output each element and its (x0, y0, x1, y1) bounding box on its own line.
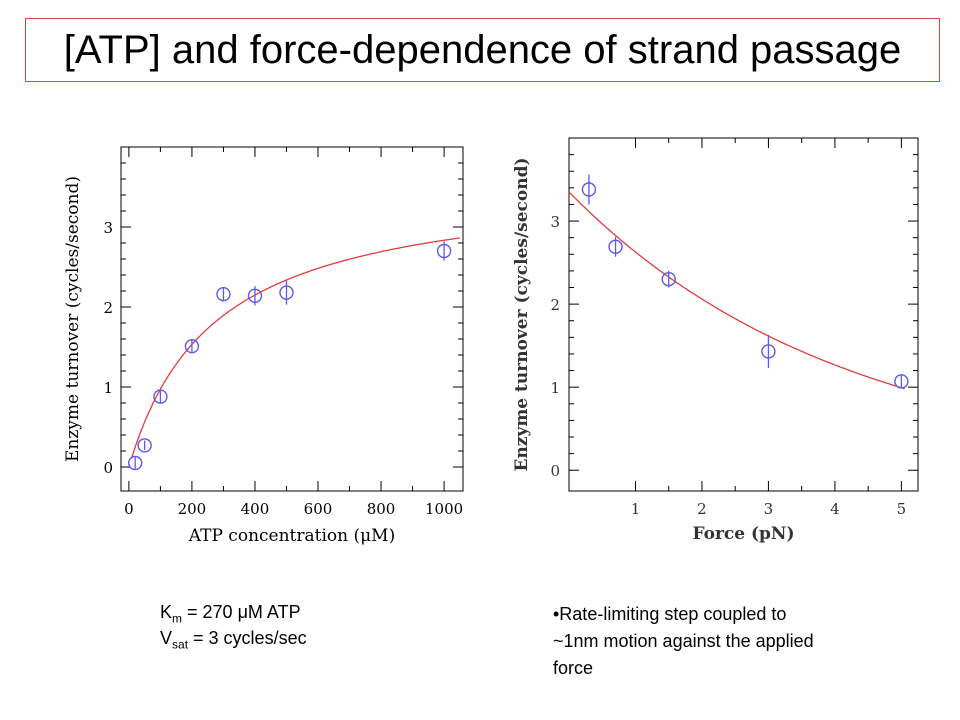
mechanism-note-line-2: ~1nm motion against the applied (553, 631, 814, 651)
y-tick-label: 1 (103, 379, 113, 397)
y-tick-label: 3 (550, 213, 560, 231)
y-tick-label: 3 (103, 219, 113, 237)
force-chart: 1 2 3 4 5 0 1 2 3 Force (pN) Enzyme turnover (cy… (512, 137, 919, 544)
atp-y-axis-label: Enzyme turnover (cycles/second) (63, 176, 83, 462)
force-chart-frame (568, 137, 919, 492)
y-tick-label: 0 (103, 459, 113, 477)
x-tick-label: 200 (178, 500, 207, 518)
data-point (153, 389, 168, 404)
data-point (661, 272, 676, 287)
data-point (894, 374, 909, 389)
data-point (761, 344, 776, 359)
y-tick-label: 1 (550, 379, 560, 397)
km-symbol: K (160, 602, 173, 622)
x-tick-label: 1000 (425, 500, 463, 518)
x-tick-label: 3 (764, 500, 774, 518)
vsat-value: = 3 cycles/sec (188, 628, 307, 648)
y-tick-label: 2 (550, 296, 560, 314)
data-point (581, 182, 597, 197)
force-fit-curve (568, 191, 905, 390)
atp-chart-tick-labels: 0 200 400 600 800 1000 0 1 2 3 (103, 219, 463, 518)
x-tick-label: 800 (367, 500, 396, 518)
force-data-points (581, 174, 909, 389)
atp-chart-ticks (121, 147, 463, 491)
vsat-subscript: sat (172, 637, 189, 652)
data-point (279, 285, 294, 300)
force-chart-ticks (569, 138, 918, 491)
atp-fit-curve (131, 237, 460, 457)
slide-title: [ATP] and force-dependence of strand pas… (63, 28, 902, 72)
data-point (216, 287, 231, 302)
km-value: = 270 μM ATP (182, 602, 301, 622)
data-point (127, 455, 143, 471)
mechanism-note-line-1: •Rate-limiting step coupled to (553, 604, 787, 624)
atp-data-points (127, 241, 452, 471)
data-point (137, 438, 152, 453)
x-tick-label: 400 (241, 500, 270, 518)
atp-x-axis-label: ATP concentration (μM) (188, 526, 395, 546)
force-x-axis-label: Force (pN) (692, 524, 794, 544)
data-point (184, 339, 200, 354)
km-subscript: m (172, 611, 183, 626)
data-point (436, 243, 452, 259)
vsat-note: Vsat = 3 cycles/sec (160, 627, 307, 656)
x-tick-label: 5 (897, 500, 907, 518)
force-chart-tick-labels: 1 2 3 4 5 0 1 2 3 (550, 213, 906, 518)
y-tick-label: 2 (103, 299, 113, 317)
data-point (247, 288, 263, 303)
y-tick-label: 0 (550, 462, 560, 480)
x-tick-label: 1 (631, 500, 641, 518)
title-box: [ATP] and force-dependence of strand pas… (25, 18, 940, 82)
mechanism-note: •Rate-limiting step coupled to ~1nm moti… (553, 601, 933, 682)
atp-chart-frame (120, 146, 464, 492)
x-tick-label: 2 (697, 500, 707, 518)
x-tick-label: 600 (304, 500, 333, 518)
vsat-symbol: V (160, 628, 173, 648)
force-y-axis-label: Enzyme turnover (cycles/second) (512, 157, 532, 471)
atp-chart: 0 200 400 600 800 1000 0 1 2 3 ATP concentration … (63, 146, 464, 546)
km-note: Km = 270 μM ATP (160, 601, 301, 630)
mechanism-note-line-3: force (553, 658, 594, 678)
data-point (608, 239, 623, 255)
x-tick-label: 4 (830, 500, 840, 518)
x-tick-label: 0 (124, 500, 134, 518)
